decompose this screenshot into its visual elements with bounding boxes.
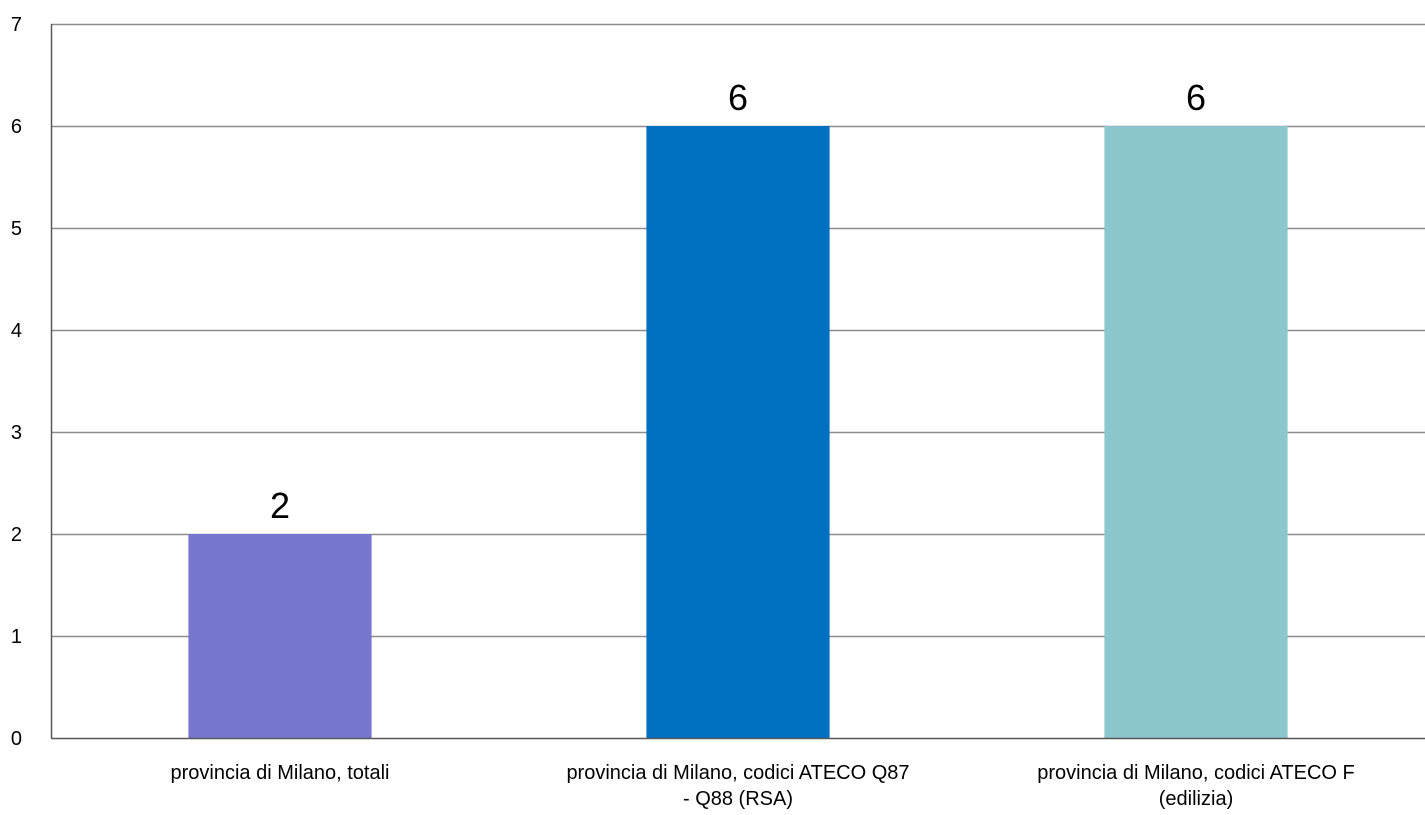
y-tick-label: 3 <box>11 422 22 444</box>
category-label-line: (edilizia) <box>1159 788 1233 810</box>
bars <box>188 126 1288 738</box>
category-label-line: provincia di Milano, totali <box>171 762 390 784</box>
y-tick-label: 1 <box>11 626 22 648</box>
data-label: 6 <box>728 77 748 118</box>
y-tick-label: 6 <box>11 116 22 138</box>
y-tick-label: 4 <box>11 320 22 342</box>
y-tick-labels: 0 1 2 3 4 5 6 7 <box>11 14 22 750</box>
category-label: provincia di Milano, codici ATECO Q87 - Q… <box>566 762 909 810</box>
category-label-line: - Q88 (RSA) <box>683 788 793 810</box>
category-label: provincia di Milano, totali <box>171 762 390 784</box>
y-tick-label: 0 <box>11 728 22 750</box>
category-label-line: provincia di Milano, codici ATECO Q87 <box>566 762 909 784</box>
data-label: 6 <box>1186 77 1206 118</box>
bar-2 <box>646 126 830 738</box>
category-label-line: provincia di Milano, codici ATECO F <box>1037 762 1355 784</box>
data-labels: 2 6 6 <box>270 77 1206 526</box>
y-tick-label: 5 <box>11 218 22 240</box>
bar-1 <box>188 534 372 738</box>
data-label: 2 <box>270 485 290 526</box>
bar-3 <box>1104 126 1288 738</box>
x-category-labels: provincia di Milano, totali provincia di … <box>171 762 1355 810</box>
y-tick-label: 7 <box>11 14 22 36</box>
category-label: provincia di Milano, codici ATECO F (edil… <box>1037 762 1355 810</box>
axes <box>50 24 1425 740</box>
y-tick-label: 2 <box>11 524 22 546</box>
